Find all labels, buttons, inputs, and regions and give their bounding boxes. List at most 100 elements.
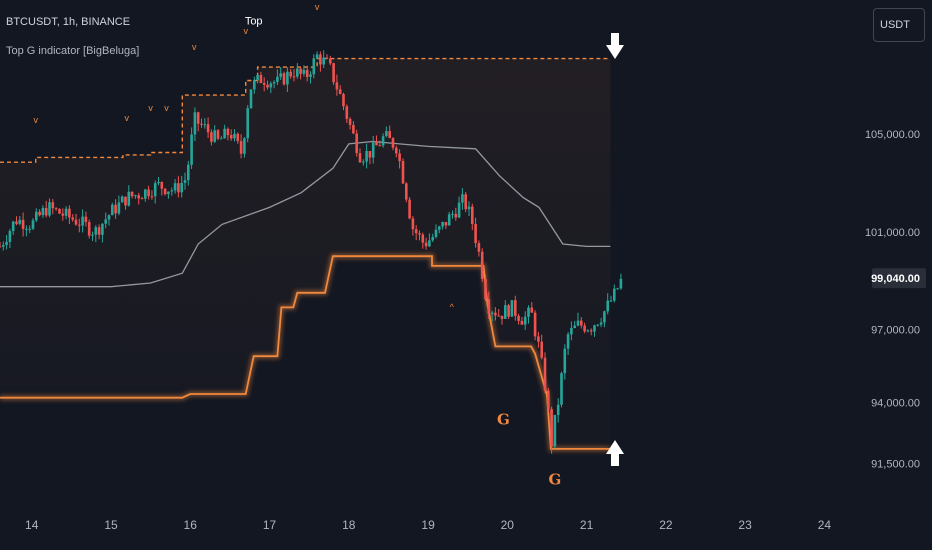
candle — [368, 151, 372, 165]
price-tick-label: 97,000.00 — [871, 324, 920, 336]
candle — [329, 55, 332, 66]
candle — [180, 175, 183, 198]
candle — [91, 231, 94, 241]
last-price-badge: 99,040.00 — [871, 268, 926, 289]
candle — [471, 203, 474, 231]
candle — [494, 307, 497, 321]
price-axis[interactable]: 105,000.00 101,000.00 97,000.00 94,000.00 91… — [865, 129, 926, 471]
candle — [5, 235, 8, 250]
candle — [431, 233, 434, 242]
candle — [262, 77, 266, 92]
candle — [550, 406, 553, 454]
candle — [428, 233, 431, 247]
candle — [61, 208, 65, 221]
down-arrow-icon — [606, 33, 624, 59]
band-fill — [0, 58, 611, 449]
candle — [566, 332, 570, 355]
candle — [111, 202, 114, 216]
candle — [233, 129, 236, 142]
time-axis[interactable]: 14 15 16 17 18 19 20 21 22 23 24 — [25, 518, 831, 532]
candle — [58, 208, 61, 214]
candle — [480, 248, 484, 282]
candle — [547, 387, 550, 413]
candle — [81, 209, 84, 233]
candle — [266, 80, 269, 90]
svg-text:99,040.00: 99,040.00 — [871, 273, 920, 285]
candle — [183, 172, 187, 190]
candle — [213, 125, 216, 143]
candle — [345, 104, 349, 123]
candle — [236, 132, 240, 144]
signal-marker: v — [243, 26, 248, 36]
candle — [411, 215, 415, 236]
candle — [355, 129, 358, 157]
candle — [153, 180, 157, 204]
candle — [160, 181, 164, 196]
candle — [381, 133, 385, 148]
candle — [593, 324, 596, 337]
candle — [451, 210, 454, 219]
candle — [457, 196, 461, 219]
candle — [272, 80, 276, 89]
time-tick-label: 22 — [659, 518, 673, 532]
candle — [74, 213, 78, 226]
candle — [28, 225, 31, 234]
candle — [586, 329, 590, 333]
candle — [48, 198, 51, 218]
candle — [276, 69, 279, 85]
candle — [385, 126, 388, 138]
candle — [338, 85, 342, 95]
time-tick-label: 23 — [738, 518, 752, 532]
candle — [589, 328, 593, 336]
signal-marker: ^ — [450, 302, 455, 312]
candle — [114, 199, 117, 219]
lower-band-line — [0, 255, 611, 450]
candle — [243, 137, 246, 158]
candle — [388, 125, 391, 139]
candle — [322, 50, 325, 68]
candle — [220, 135, 223, 140]
candle — [424, 237, 428, 250]
candle — [325, 54, 329, 60]
signal-marker: v — [33, 115, 38, 125]
candle — [335, 74, 339, 96]
price-tick-label: 94,000.00 — [871, 398, 920, 410]
candle — [2, 241, 5, 251]
candle — [84, 211, 88, 227]
candle — [210, 129, 213, 146]
annotation-arrows-layer — [606, 33, 624, 466]
candle — [342, 92, 345, 111]
candle — [15, 216, 18, 226]
candle — [117, 195, 121, 216]
currency-button[interactable]: USDT — [873, 8, 925, 42]
candle — [530, 302, 534, 313]
candle — [438, 225, 441, 234]
candle — [305, 65, 309, 82]
candle — [365, 143, 368, 169]
candle — [120, 195, 124, 203]
candle — [523, 311, 527, 331]
candle — [71, 214, 74, 222]
candle — [97, 224, 101, 240]
candle — [319, 51, 322, 72]
indicator-title: Top G indicator [BigBeluga] — [6, 45, 140, 57]
candle — [520, 317, 524, 325]
candle — [497, 309, 500, 317]
time-tick-label: 16 — [184, 518, 198, 532]
candle — [352, 121, 355, 135]
candle — [560, 371, 563, 408]
candle — [540, 334, 543, 360]
g-signal-label: G — [548, 470, 561, 488]
candle — [282, 71, 286, 86]
candle — [543, 352, 547, 393]
candle — [500, 315, 504, 325]
candle — [603, 310, 606, 328]
candle — [299, 67, 302, 80]
candle — [289, 69, 292, 79]
candle — [130, 191, 134, 199]
candle — [378, 140, 382, 147]
time-tick-label: 21 — [580, 518, 594, 532]
time-tick-label: 14 — [25, 518, 39, 532]
